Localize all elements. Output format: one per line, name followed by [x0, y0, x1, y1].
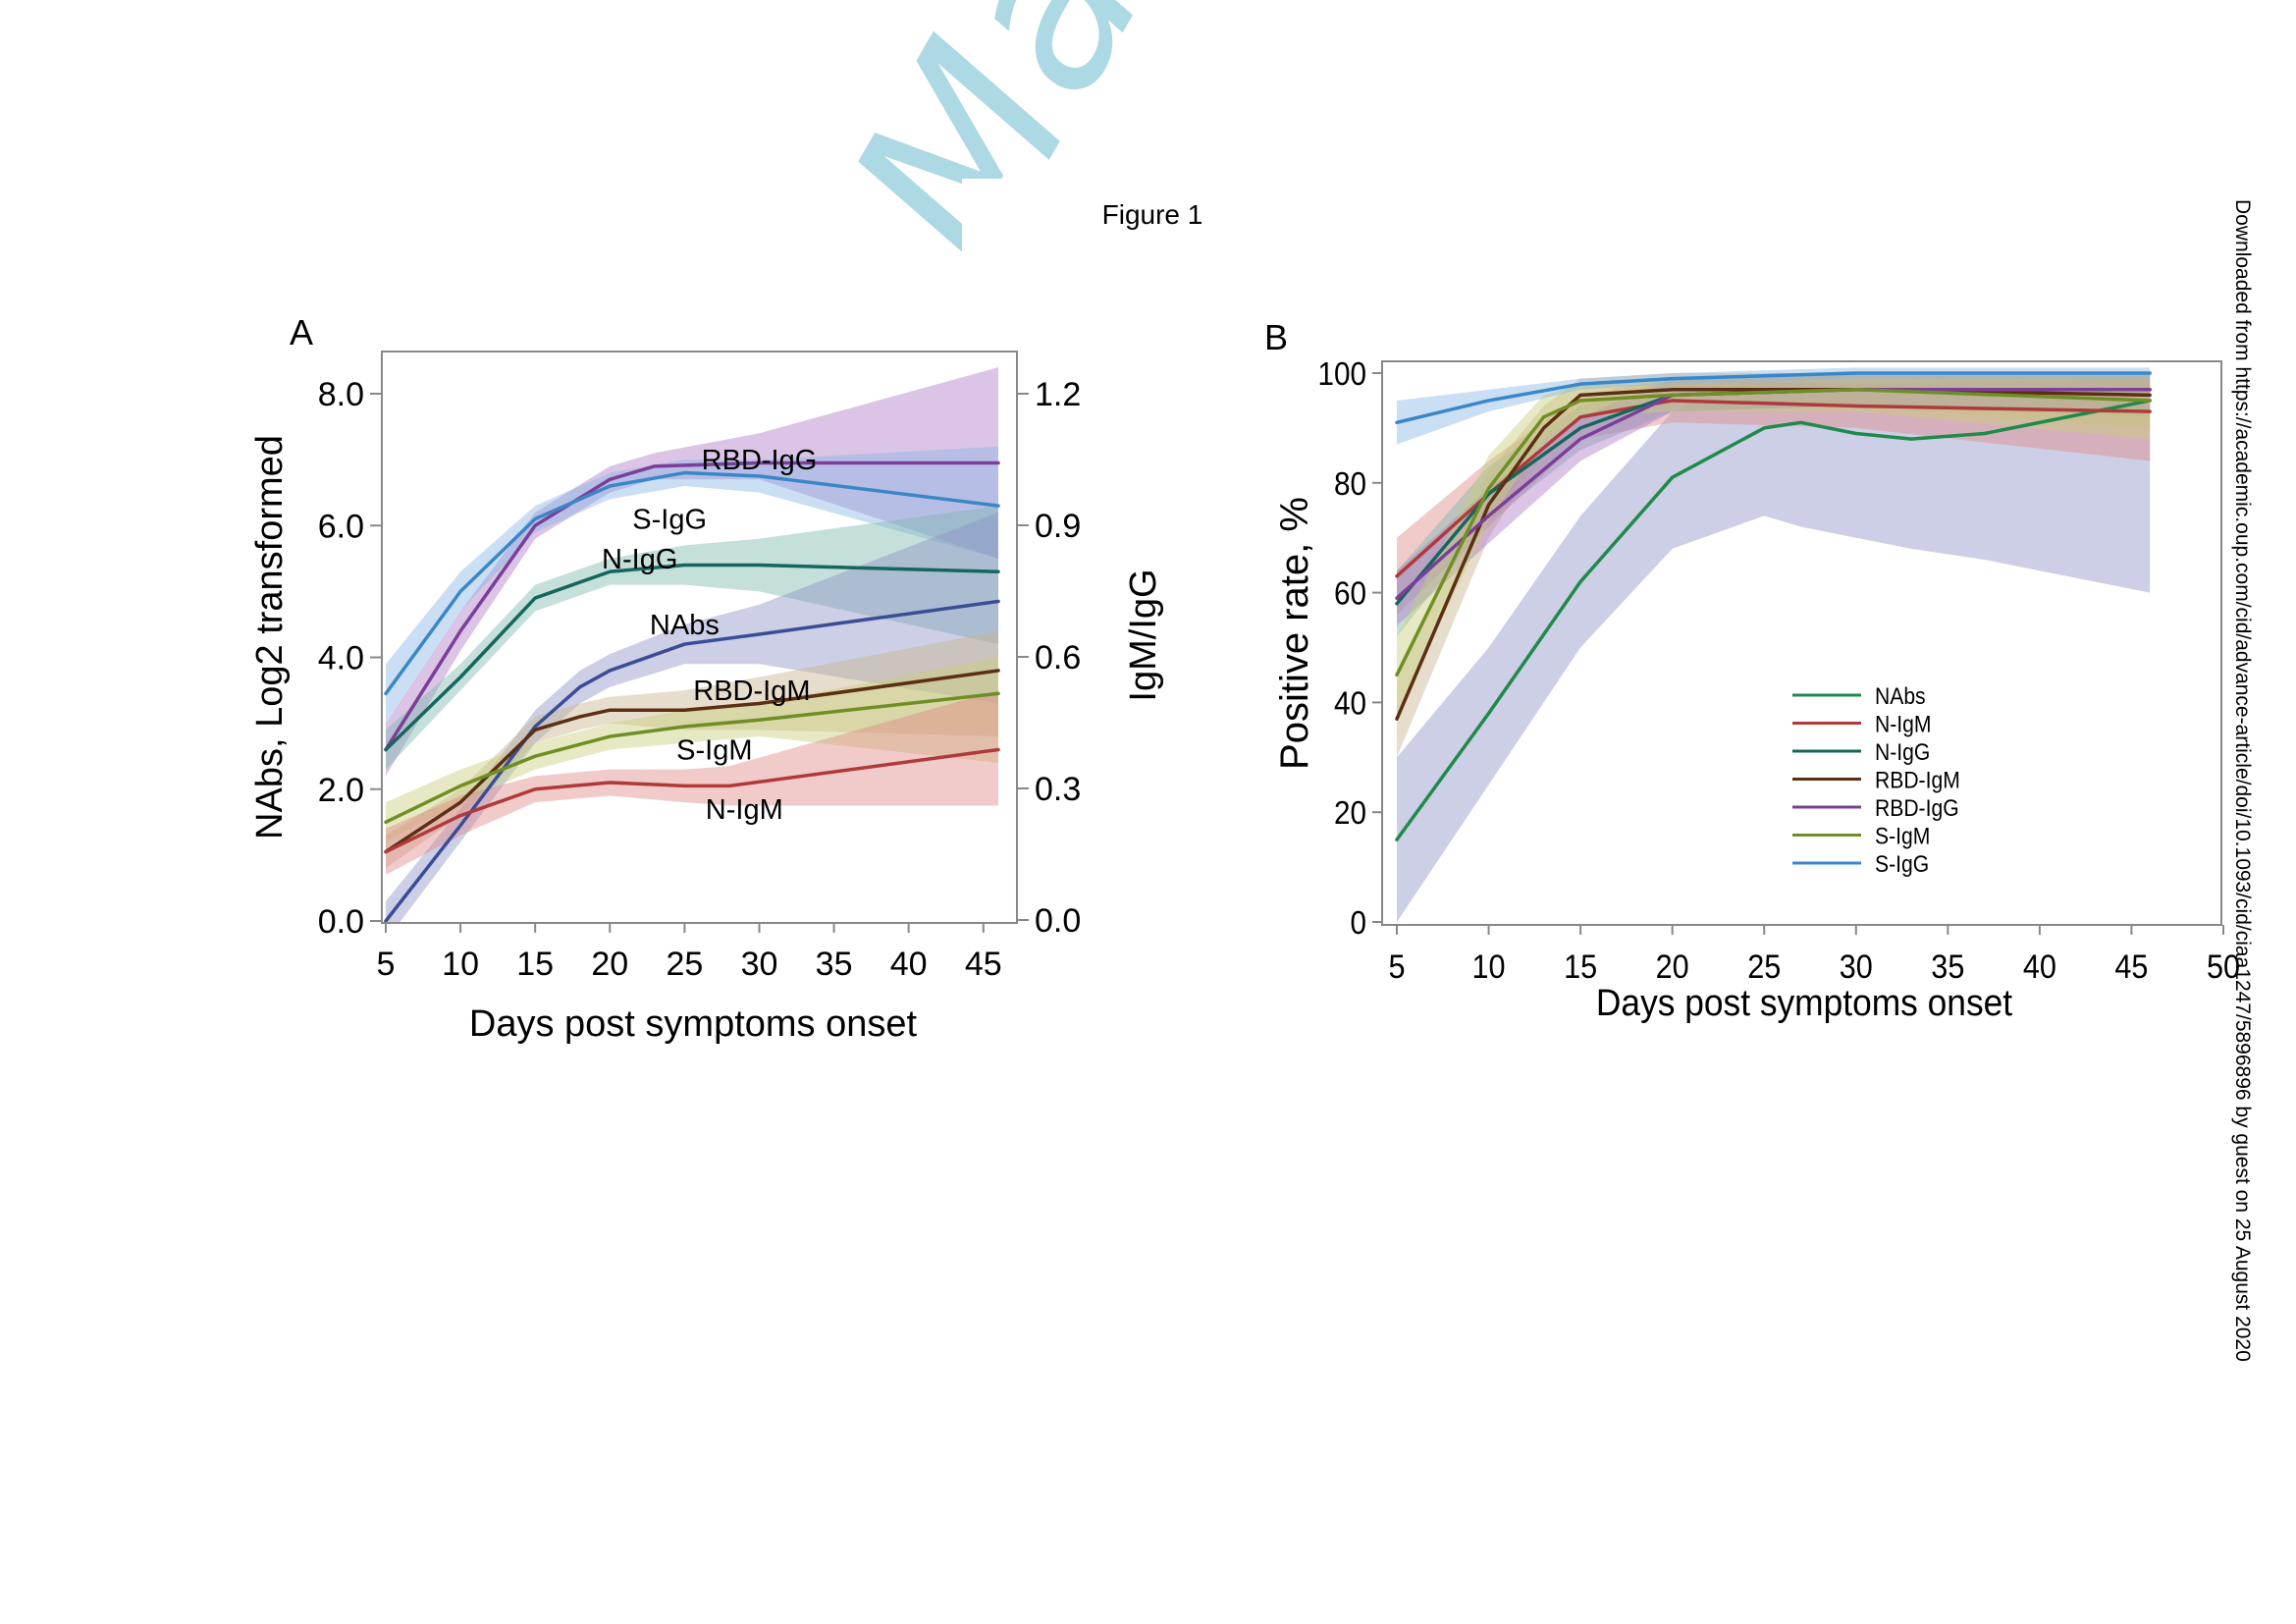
panel-b-line-n-igm [1395, 399, 2152, 578]
panel-a-axes: 5 10 15 20 25 30 35 40 45 0.0 2.0 4.0 6.0 8.0 0.0 0.3 0.… [318, 376, 1082, 983]
panel-a-xtick-label: 35 [816, 946, 853, 983]
panel-a-xtick-label: 30 [741, 946, 778, 983]
panel-a-line-nabs [384, 599, 1000, 923]
panel-a-annotation-rbd-igg: RBD-IgG [702, 445, 818, 476]
panel-b-ytick-label: 80 [1334, 465, 1366, 502]
panel-a-ylabel-right: IgM/IgG [1123, 568, 1164, 701]
panel-b-xtick-label: 30 [1840, 948, 1873, 986]
panel-b-xtick-label: 5 [1388, 948, 1405, 986]
panel-b-xtick-label: 40 [2023, 948, 2056, 986]
panel-a-line-rbd-igm [384, 669, 1000, 854]
panel-b-ytick-label: 0 [1350, 905, 1366, 942]
panel-a-annotation-s-igg: S-IgG [632, 505, 707, 536]
panel-a-xtick-label: 45 [965, 946, 1002, 983]
panel-a-band-nabs [386, 512, 998, 923]
legend-label-nabs: NAbs [1875, 683, 1926, 710]
panel-b-xtick-label: 25 [1747, 948, 1781, 986]
legend-label-rbd-igg: RBD-IgG [1875, 795, 1959, 822]
panel-label-b: B [1264, 317, 1288, 357]
panel-b-xlabel: Days post symptoms onset [1596, 982, 2012, 1023]
legend-label-s-igg: S-IgG [1875, 851, 1929, 878]
panel-a-ytick-right-label: 0.0 [1035, 902, 1081, 940]
panel-a-xtick-label: 20 [591, 946, 628, 983]
panel-a-xtick-label: 5 [377, 946, 396, 983]
panel-a-xtick-label: 25 [666, 946, 703, 983]
panel-a-line-n-igm [384, 747, 1000, 854]
panel-a-frame [381, 351, 1018, 924]
panel-a-band-n-igg [386, 506, 998, 770]
panel-b-band-s-igg [1397, 367, 2151, 445]
panel-b-line-s-igg [1395, 371, 2152, 425]
panel-a-ytick-label: 2.0 [318, 772, 364, 809]
download-note: Downloaded from https://academic.oup.com… [2231, 199, 2254, 1362]
panel-a-annotation-rbd-igm: RBD-IgM [693, 676, 810, 707]
panel-b-ytick-label: 60 [1334, 575, 1366, 612]
panel-a-ytick-label: 4.0 [318, 640, 364, 677]
panel-a-xtick-label: 15 [516, 946, 554, 983]
panel-b-band-nabs [1397, 373, 2151, 922]
panel-b-line-nabs [1395, 399, 2152, 841]
panel-a-line-rbd-igg [384, 460, 1000, 752]
panel-b-band-s-igm [1397, 373, 2151, 714]
panel-a-lines [384, 460, 1000, 923]
figure-title: Figure 1 [1102, 199, 1203, 230]
panel-b-band-n-igg [1397, 373, 2151, 637]
legend-label-n-igm: N-IgM [1875, 711, 1931, 737]
legend-label-n-igg: N-IgG [1875, 739, 1930, 766]
panel-a-line-s-igg [384, 470, 1000, 696]
panel-a-annotation-s-igm: S-IgM [676, 734, 752, 766]
panel-a-xtick-label: 40 [890, 946, 928, 983]
panel-a-ytick-label: 0.0 [318, 903, 364, 941]
panel-a-ytick-right-label: 0.3 [1035, 771, 1081, 808]
panel-a-band-s-igm [386, 657, 998, 842]
panel-b-line-rbd-igg [1395, 388, 2152, 600]
panel-b-ytick-label: 20 [1334, 795, 1366, 832]
panel-a-bands [386, 367, 998, 923]
panel-b-line-s-igm [1395, 388, 2152, 677]
panel-a-ylabel: NAbs, Log2 transformed [249, 435, 291, 839]
panel-b-xtick-label: 20 [1656, 948, 1689, 986]
panel-a-ytick-right-label: 0.6 [1035, 639, 1081, 677]
panel-a-line-s-igm [384, 691, 1000, 825]
panel-b-axes: 5 10 15 20 25 30 35 40 45 50 0 20 40 60 80 100 [1317, 356, 2240, 986]
panel-a-ytick-label: 8.0 [318, 376, 364, 413]
panel-a-ytick-right-label: 1.2 [1035, 376, 1081, 413]
panel-a-ytick-right-label: 0.9 [1035, 508, 1081, 545]
panel-b-xtick-label: 15 [1564, 948, 1597, 986]
panel-b-lines [1395, 371, 2152, 841]
panel-b-ytick-label: 40 [1334, 685, 1366, 722]
panel-a-annotations: RBD-IgG S-IgG N-IgG NAbs RBD-IgM S-IgM N-IgM [602, 445, 817, 826]
panel-a-band-n-igm [386, 690, 998, 876]
panel-a-band-rbd-igg [386, 367, 998, 777]
panel-b-bands [1397, 367, 2151, 922]
panel-label-a: A [290, 312, 313, 352]
title-backdrop [962, 179, 1472, 275]
panel-b-xtick-label: 10 [1472, 948, 1506, 986]
panel-b-ytick-label: 100 [1317, 356, 1366, 393]
panel-a-annotation-n-igm: N-IgM [706, 794, 783, 826]
panel-b-ylabel: Positive rate, % [1273, 497, 1316, 770]
legend-label-s-igm: S-IgM [1875, 823, 1930, 849]
panel-b-frame [1381, 360, 2222, 926]
panel-a-ytick-label: 6.0 [318, 508, 364, 545]
legend-label-rbd-igm: RBD-IgM [1875, 767, 1960, 793]
chart-panel-a: A 5 10 15 20 25 30 35 40 45 0.0 2.0 4.0 6.0 8.0 0.0 0.3… [249, 312, 1164, 1045]
panel-a-annotation-n-igg: N-IgG [602, 544, 677, 575]
panel-b-xtick-label: 45 [2114, 948, 2148, 986]
panel-a-annotation-nabs: NAbs [650, 610, 720, 641]
panel-b-xtick-label: 35 [1931, 948, 1964, 986]
panel-a-xtick-label: 10 [442, 946, 479, 983]
panel-b-xtick-label: 50 [2207, 948, 2240, 986]
panel-a-line-n-igg [384, 563, 1000, 752]
panel-a-xlabel: Days post symptoms onset [469, 1003, 918, 1045]
